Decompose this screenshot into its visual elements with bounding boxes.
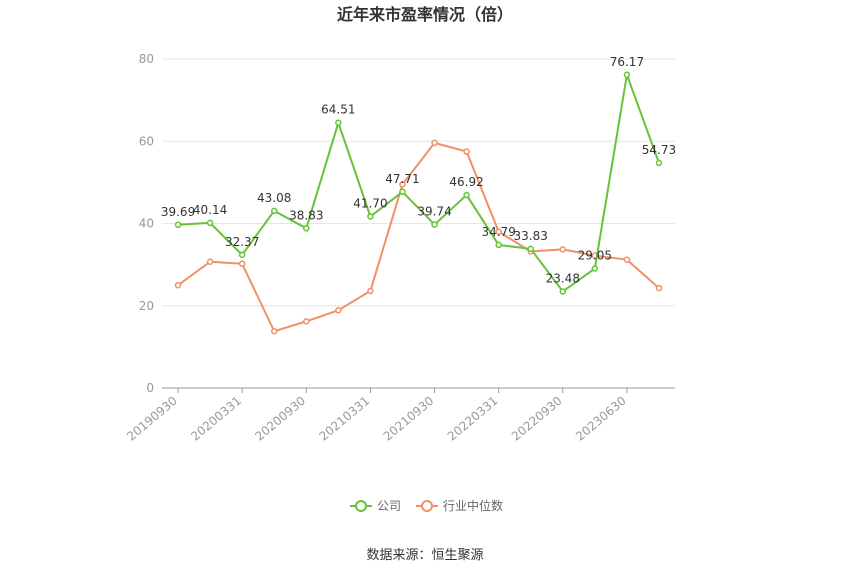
data-point [174, 221, 182, 229]
data-point [206, 219, 214, 227]
data-point [238, 260, 246, 268]
x-tick-label: 20190930 [124, 394, 180, 444]
data-point [495, 228, 502, 235]
data-label: 43.08 [257, 191, 291, 205]
data-label: 76.17 [610, 55, 644, 69]
data-point [495, 241, 502, 249]
grid-layer [162, 58, 675, 307]
data-point [655, 284, 663, 292]
data-label: 46.92 [449, 175, 483, 189]
data-label: 39.74 [417, 205, 451, 219]
data-point [463, 191, 470, 199]
data-point [431, 139, 438, 147]
data-point [399, 181, 406, 188]
data-point [335, 119, 342, 126]
data-point [367, 287, 374, 295]
data-label: 54.73 [642, 143, 676, 157]
y-tick-label: 0 [146, 381, 154, 395]
data-label: 34.79 [481, 225, 515, 239]
data-label: 64.51 [321, 103, 355, 117]
data-point [367, 213, 374, 220]
series-line-0 [177, 73, 660, 293]
data-point [559, 246, 567, 253]
data-label: 40.14 [193, 203, 227, 217]
legend-label: 行业中位数 [443, 498, 503, 513]
x-tick-label: 20210331 [317, 394, 373, 444]
legend-item-1: 行业中位数 [416, 498, 503, 513]
legend-item-0: 公司 [350, 499, 401, 513]
data-point [655, 159, 663, 167]
data-label: 39.69 [161, 205, 195, 219]
data-point [270, 327, 278, 335]
data-label: 32.37 [225, 235, 259, 249]
data-point [335, 307, 342, 314]
data-label: 47.71 [385, 172, 419, 186]
x-tick-label: 20220331 [445, 394, 501, 444]
x-tick-label: 20220930 [509, 394, 565, 444]
legend-swatch-marker [421, 500, 433, 512]
data-point [303, 225, 310, 232]
y-tick-label: 80 [139, 52, 154, 66]
legend: 公司 行业中位数 [350, 498, 503, 513]
data-point [623, 71, 631, 79]
data-label: 33.83 [514, 229, 548, 243]
data-label: 29.05 [578, 249, 612, 263]
y-tick-label: 20 [139, 299, 154, 313]
x-tick-label: 20230630 [573, 394, 629, 444]
data-point [399, 188, 406, 196]
data-point [559, 288, 567, 295]
data-label: 41.70 [353, 197, 387, 211]
x-tick-label: 20210930 [381, 394, 437, 444]
data-point [206, 258, 214, 265]
data-point [303, 318, 310, 325]
y-tick-label: 40 [139, 217, 154, 231]
series-layer [174, 71, 663, 335]
chart-title: 近年来市盈率情况（倍） [337, 5, 513, 24]
data-label: 38.83 [289, 208, 323, 222]
data-point [623, 256, 631, 263]
legend-swatch-marker [355, 500, 367, 512]
data-point [591, 265, 599, 272]
x-tick-label: 20200331 [188, 394, 244, 444]
data-point [463, 148, 470, 155]
data-point [174, 281, 182, 289]
data-point [527, 245, 534, 253]
series-line-1 [177, 141, 660, 333]
data-point [431, 221, 438, 228]
source-note: 数据来源：恒生聚源 [366, 548, 483, 563]
data-label: 23.48 [546, 271, 580, 285]
data-point [238, 251, 246, 259]
y-tick-label: 60 [139, 134, 154, 148]
legend-label: 公司 [377, 499, 401, 513]
x-tick-label: 20200930 [252, 394, 308, 444]
data-point [270, 207, 278, 215]
